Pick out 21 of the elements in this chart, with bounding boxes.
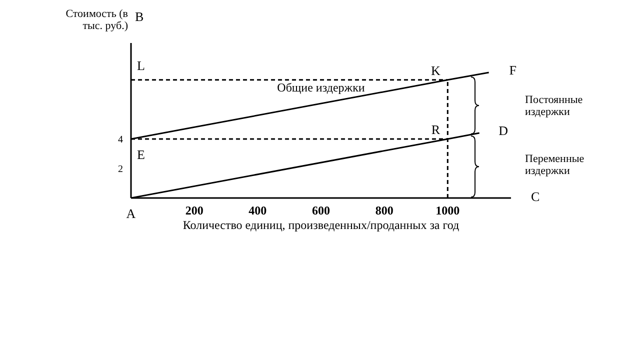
annotation: F xyxy=(509,62,516,78)
x-axis-title: Количество единиц, произведенных/проданных за год xyxy=(182,218,460,232)
annotation: R xyxy=(431,122,440,137)
x-tick-label: 600 xyxy=(312,204,330,218)
annotation: A xyxy=(126,206,136,221)
x-tick-label: 200 xyxy=(185,204,204,218)
annotation: K xyxy=(430,62,441,78)
text: Постоянные издержки xyxy=(525,94,584,118)
x-tick-label: 400 xyxy=(248,204,267,218)
y-tick-label: 4 xyxy=(118,134,123,146)
annotation: E xyxy=(137,146,146,162)
x-tick-label: 1000 xyxy=(436,204,460,218)
annotation: D xyxy=(498,123,508,138)
text: B xyxy=(135,9,144,25)
annotation: L xyxy=(137,58,146,73)
series-label: Общие издержки xyxy=(277,80,366,95)
y-axis-title: Стоимость (в тыс. руб.) xyxy=(64,8,128,32)
x-tick-label: 800 xyxy=(375,204,394,218)
text: Переменные издержки xyxy=(525,152,586,177)
text: C xyxy=(531,189,540,205)
y-tick-label: 2 xyxy=(118,164,123,176)
